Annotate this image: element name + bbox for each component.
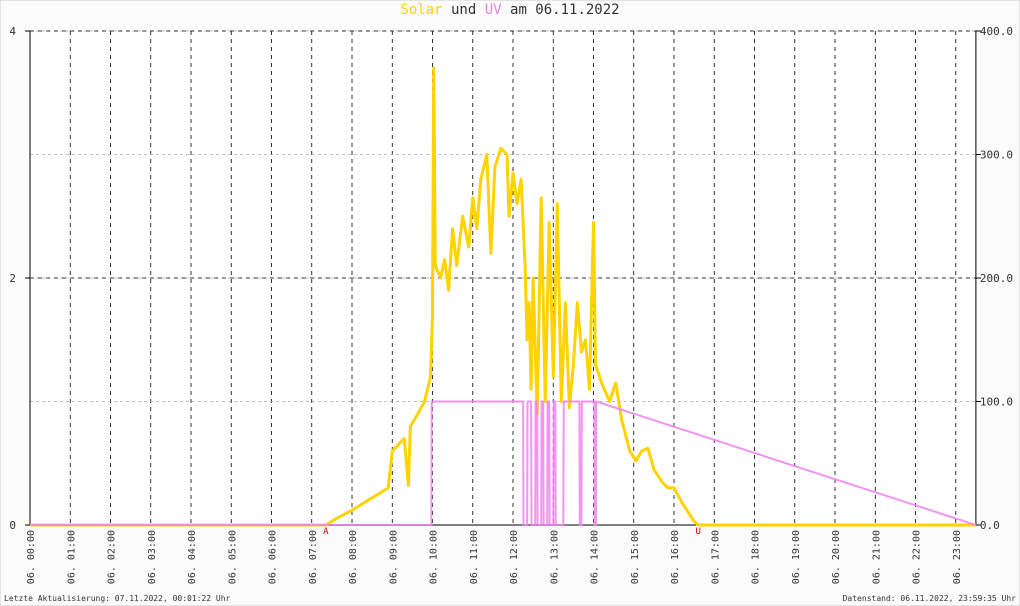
- x-tick-label: 06. 22:00: [912, 530, 923, 584]
- x-tick-label: 06. 10:00: [429, 530, 440, 584]
- title-und: und: [451, 2, 476, 18]
- x-tick-label: 06. 05:00: [227, 530, 238, 584]
- x-tick-label: 06. 01:00: [66, 530, 77, 584]
- title-date: am 06.11.2022: [510, 2, 620, 18]
- x-tick-label: 06. 14:00: [590, 530, 601, 584]
- y-tick-label: 0: [9, 519, 16, 532]
- x-tick-label: 06. 18:00: [751, 530, 762, 584]
- x-tick-label: 06. 09:00: [388, 530, 399, 584]
- x-tick-label: 06. 02:00: [107, 530, 118, 584]
- x-tick-label: 06. 20:00: [831, 530, 842, 584]
- x-tick-label: 06. 07:00: [308, 530, 319, 584]
- title-solar: Solar: [400, 2, 442, 18]
- annotation: A: [323, 527, 329, 537]
- y-tick-label: 4: [9, 25, 16, 38]
- x-tick-label: 06. 04:00: [187, 530, 198, 584]
- y2-tick-label: 0.0: [980, 519, 1000, 532]
- y2-tick-label: 200.0: [980, 272, 1013, 285]
- x-tick-label: 06. 11:00: [469, 530, 480, 584]
- x-tick-label: 06. 19:00: [791, 530, 802, 584]
- x-tick-label: 06. 16:00: [670, 530, 681, 584]
- x-tick-label: 06. 00:00: [26, 530, 37, 584]
- x-tick-label: 06. 08:00: [348, 530, 359, 584]
- chart-title: Solar und UV am 06.11.2022: [400, 2, 619, 18]
- x-tick-label: 06. 23:00: [952, 530, 963, 584]
- x-tick-label: 06. 12:00: [509, 530, 520, 584]
- footer-right: Datenstand: 06.11.2022, 23:59:35 Uhr: [843, 594, 1017, 603]
- x-tick-label: 06. 06:00: [268, 530, 279, 584]
- y2-tick-label: 300.0: [980, 149, 1013, 162]
- x-tick-label: 06. 21:00: [871, 530, 882, 584]
- footer-left: Letzte Aktualisierung: 07.11.2022, 00:01…: [4, 594, 231, 603]
- series-line: [30, 66, 976, 527]
- x-tick-label: 06. 13:00: [549, 530, 560, 584]
- annotation: U: [695, 527, 700, 537]
- title-uv: UV: [485, 2, 502, 18]
- y2-tick-label: 100.0: [980, 396, 1013, 409]
- x-tick-label: 06. 03:00: [147, 530, 158, 584]
- x-tick-label: 06. 17:00: [710, 530, 721, 584]
- x-tick-label: 06. 15:00: [630, 530, 641, 584]
- y-tick-label: 2: [9, 272, 16, 285]
- series-line: [30, 400, 977, 526]
- y2-tick-label: 400.0: [980, 25, 1013, 38]
